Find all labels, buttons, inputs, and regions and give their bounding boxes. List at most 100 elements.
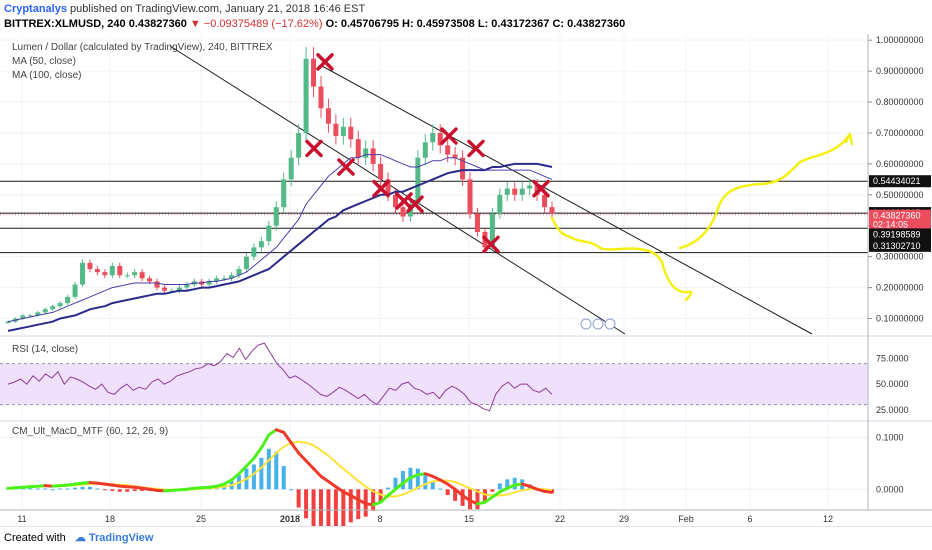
x-tick-label: 11 [17,514,26,524]
cross-mark [305,139,323,158]
macd-hist-bar [259,457,264,490]
event-circle [580,318,592,330]
rsi-tick-label: 50.0000 [876,379,909,389]
candle-body [445,145,451,155]
macd-hist-bar [43,488,48,490]
x-tick-label: 29 [619,514,629,524]
projection-bearish [550,216,693,302]
x-tick-label: 22 [555,514,565,524]
candle-body [57,303,63,307]
y-tick-label: 0.50000000 [876,190,924,200]
candle-body [176,287,182,291]
cross-stroke [305,139,323,158]
candle-body [437,132,443,146]
macd-hist-bar [73,487,78,490]
cross-mark [440,127,458,145]
macd-hist-bar [58,488,63,490]
cross-mark [467,139,485,158]
candle-body [124,275,130,277]
macd-line-segment [394,481,405,491]
cross-stroke [372,179,390,198]
candle-body [273,207,279,226]
candle-body [378,163,384,180]
candle-body [139,272,145,279]
y-tick-label: 0.80000000 [876,97,924,107]
macd-hist-bar [333,489,338,526]
macd-hist-bar [423,472,428,490]
macd-hist-bar [251,464,256,490]
candle-body [311,58,317,87]
price-change: ▼ −0.09375489 (−17.62%) [189,18,323,30]
price-pane[interactable] [0,45,868,335]
macd-line-segment [483,495,494,504]
candle-body [400,207,406,217]
y-tick-label: 0.70000000 [876,128,924,138]
candle-body [243,256,249,270]
price-label-box [869,228,931,241]
candle-body [542,194,548,208]
candle-body [102,272,108,276]
rsi-pane[interactable] [0,342,868,412]
macd-hist-bar [87,486,92,490]
macd-pane[interactable] [0,428,868,526]
macd-line-segment [304,459,316,471]
legend-ma50: MA (50, close) [12,56,76,67]
y-tick-label: 1.00000000 [876,35,924,45]
legend-macd: CM_Ult_MacD_MTF (60, 12, 26, 9) [12,426,168,437]
rsi-band [0,363,868,405]
x-tick-label: Feb [678,514,694,524]
author-link[interactable]: Cryptanalys [4,3,67,15]
y-tick-label: 0.10000000 [876,314,924,324]
macd-line-segment [237,464,248,476]
macd-hist-bar [348,489,353,523]
x-tick-label: 18 [105,514,115,524]
candle-body [184,284,190,288]
price-label-box [869,239,931,252]
macd-hist-bar [281,466,286,490]
candle-body [340,126,346,137]
macd-hist-bar [304,489,309,519]
macd-hist-bar [326,489,331,526]
candle-body [318,86,324,109]
cross-stroke [406,195,424,213]
publish-header: Cryptanalys published on TradingView.com… [0,0,932,34]
publish-info: published on TradingView.com, January 21… [70,3,366,15]
publish-line: Cryptanalys published on TradingView.com… [4,2,928,17]
candle-body [370,148,376,164]
tradingview-logo[interactable]: ☁ TradingView [74,532,154,544]
cross-stroke [467,139,485,158]
candle-body [527,185,533,189]
x-tick-label: 6 [747,514,752,524]
macd-hist-bar [20,488,25,490]
event-circle [604,318,616,330]
price-label-box [869,175,931,188]
footer: Created with ☁ TradingView [0,526,932,550]
macd-hist-bar [28,488,33,490]
candle-body [20,315,26,319]
macd-hist-bar [512,477,517,490]
macd-hist-bar [296,489,301,508]
cross-mark [406,195,424,213]
x-tick-label: 12 [823,514,833,524]
candle-body [80,262,86,285]
macd-hist-bar [140,489,145,491]
chart-canvas[interactable]: Lumen / Dollar (calculated by TradingVie… [0,34,932,526]
macd-hist-bar [289,489,294,491]
macd-hist-bar [266,448,271,490]
cross-mark [532,179,550,198]
axes: 11 18 25 2018 8 15 22 29 Feb 6 12 1.00000000 0.90000… [0,34,932,524]
candle-body [214,278,220,282]
macd-line-segment [326,480,338,489]
macd-hist-bar [430,481,435,490]
macd-line-segment [446,482,457,491]
macd-line-segment [461,494,472,503]
macd-hist-bar [95,488,100,490]
candle-body [348,126,354,140]
y-tick-label: 0.30000000 [876,252,924,262]
trend-line-upper [321,65,813,335]
macd-line-segment [379,494,390,504]
legend-main: Lumen / Dollar (calculated by TradingVie… [12,42,273,53]
macd-line-segment [244,456,256,468]
y-tick-label: 0.20000000 [876,283,924,293]
candle-body [512,188,518,195]
